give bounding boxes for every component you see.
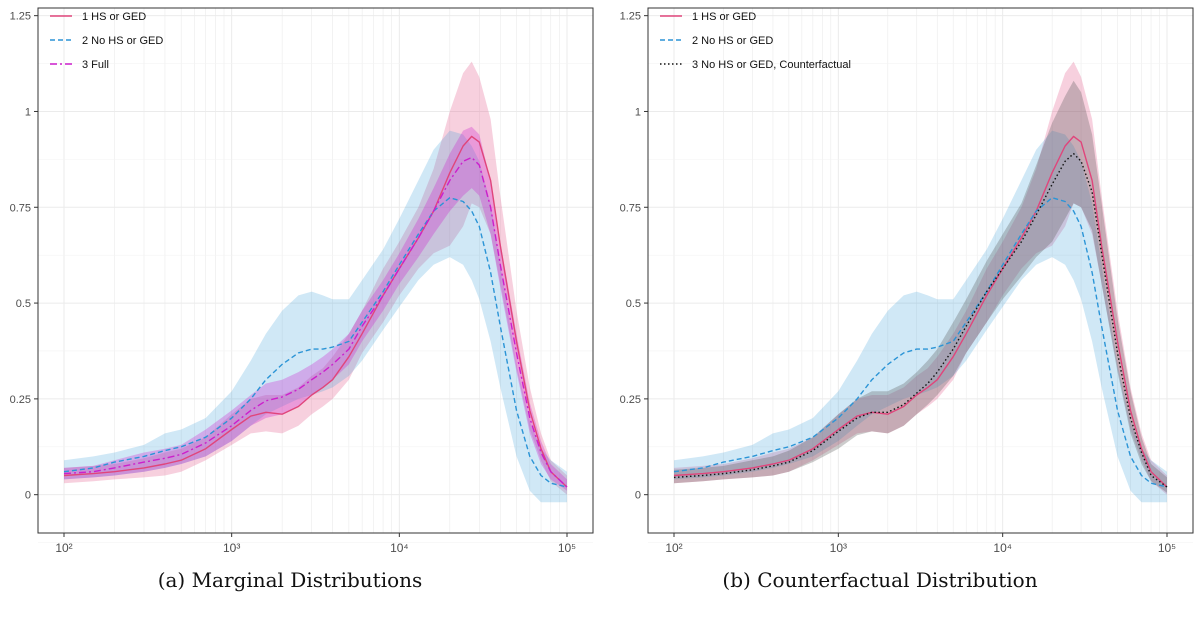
panel-border xyxy=(647,7,1194,534)
panel-border xyxy=(37,7,594,534)
panel-a: 0 0.25 0.5 0.75 1 1.25 10² 10³ 10⁴ 10⁵ 1 HS or GED… xyxy=(10,7,594,555)
confidence-band xyxy=(674,80,1167,493)
x-tick-label: 10⁴ xyxy=(993,541,1012,555)
y-tick-label: 0 xyxy=(635,490,641,502)
y-tick-label: 0 xyxy=(25,490,31,502)
panel-b: 0 0.25 0.5 0.75 1 1.25 10² 10³ 10⁴ 10⁵ 1 HS or GED… xyxy=(620,7,1194,555)
legend: 1 HS or GED 2 No HS or GED 3 Full xyxy=(50,11,163,71)
caption-b: (b) Counterfactual Distribution xyxy=(722,568,1038,592)
plot-area xyxy=(63,61,568,503)
y-tick-label: 0.75 xyxy=(10,202,31,214)
y-tick-label: 1.25 xyxy=(10,11,31,23)
x-tick-label: 10³ xyxy=(223,541,240,555)
y-tick-label: 0.25 xyxy=(10,394,31,406)
series-line xyxy=(673,152,1168,488)
series-line xyxy=(673,196,1168,488)
legend: 1 HS or GED 2 No HS or GED 3 No HS or GED,… xyxy=(660,11,851,71)
x-tick-label: 10³ xyxy=(830,541,847,555)
confidence-band xyxy=(674,61,1167,495)
y-tick-label: 0.5 xyxy=(626,298,641,310)
series-line xyxy=(63,156,568,488)
series-line xyxy=(63,196,568,488)
y-tick-label: 1 xyxy=(25,106,31,118)
plot-area xyxy=(673,61,1168,503)
legend-label: 1 HS or GED xyxy=(692,11,756,23)
confidence-band xyxy=(64,61,567,495)
y-tick-label: 0.75 xyxy=(620,202,641,214)
legend-label: 1 HS or GED xyxy=(82,11,146,23)
series-line xyxy=(63,135,568,488)
legend-label: 3 No HS or GED, Counterfactual xyxy=(692,59,851,71)
caption-a: (a) Marginal Distributions xyxy=(157,568,423,592)
x-tick-label: 10⁵ xyxy=(558,541,576,555)
series-line xyxy=(673,135,1168,488)
confidence-band xyxy=(64,126,567,491)
x-tick-label: 10⁵ xyxy=(1158,541,1176,555)
y-tick-label: 1.25 xyxy=(620,11,641,23)
confidence-band xyxy=(674,130,1167,503)
y-tick-label: 1 xyxy=(635,106,641,118)
x-tick-label: 10² xyxy=(665,541,682,555)
legend-label: 3 Full xyxy=(82,59,109,71)
x-tick-label: 10⁴ xyxy=(390,541,409,555)
legend-label: 2 No HS or GED xyxy=(692,35,773,47)
x-tick-label: 10² xyxy=(55,541,72,555)
y-tick-label: 0.25 xyxy=(620,394,641,406)
y-tick-label: 0.5 xyxy=(16,298,31,310)
confidence-band xyxy=(64,130,567,503)
legend-label: 2 No HS or GED xyxy=(82,35,163,47)
